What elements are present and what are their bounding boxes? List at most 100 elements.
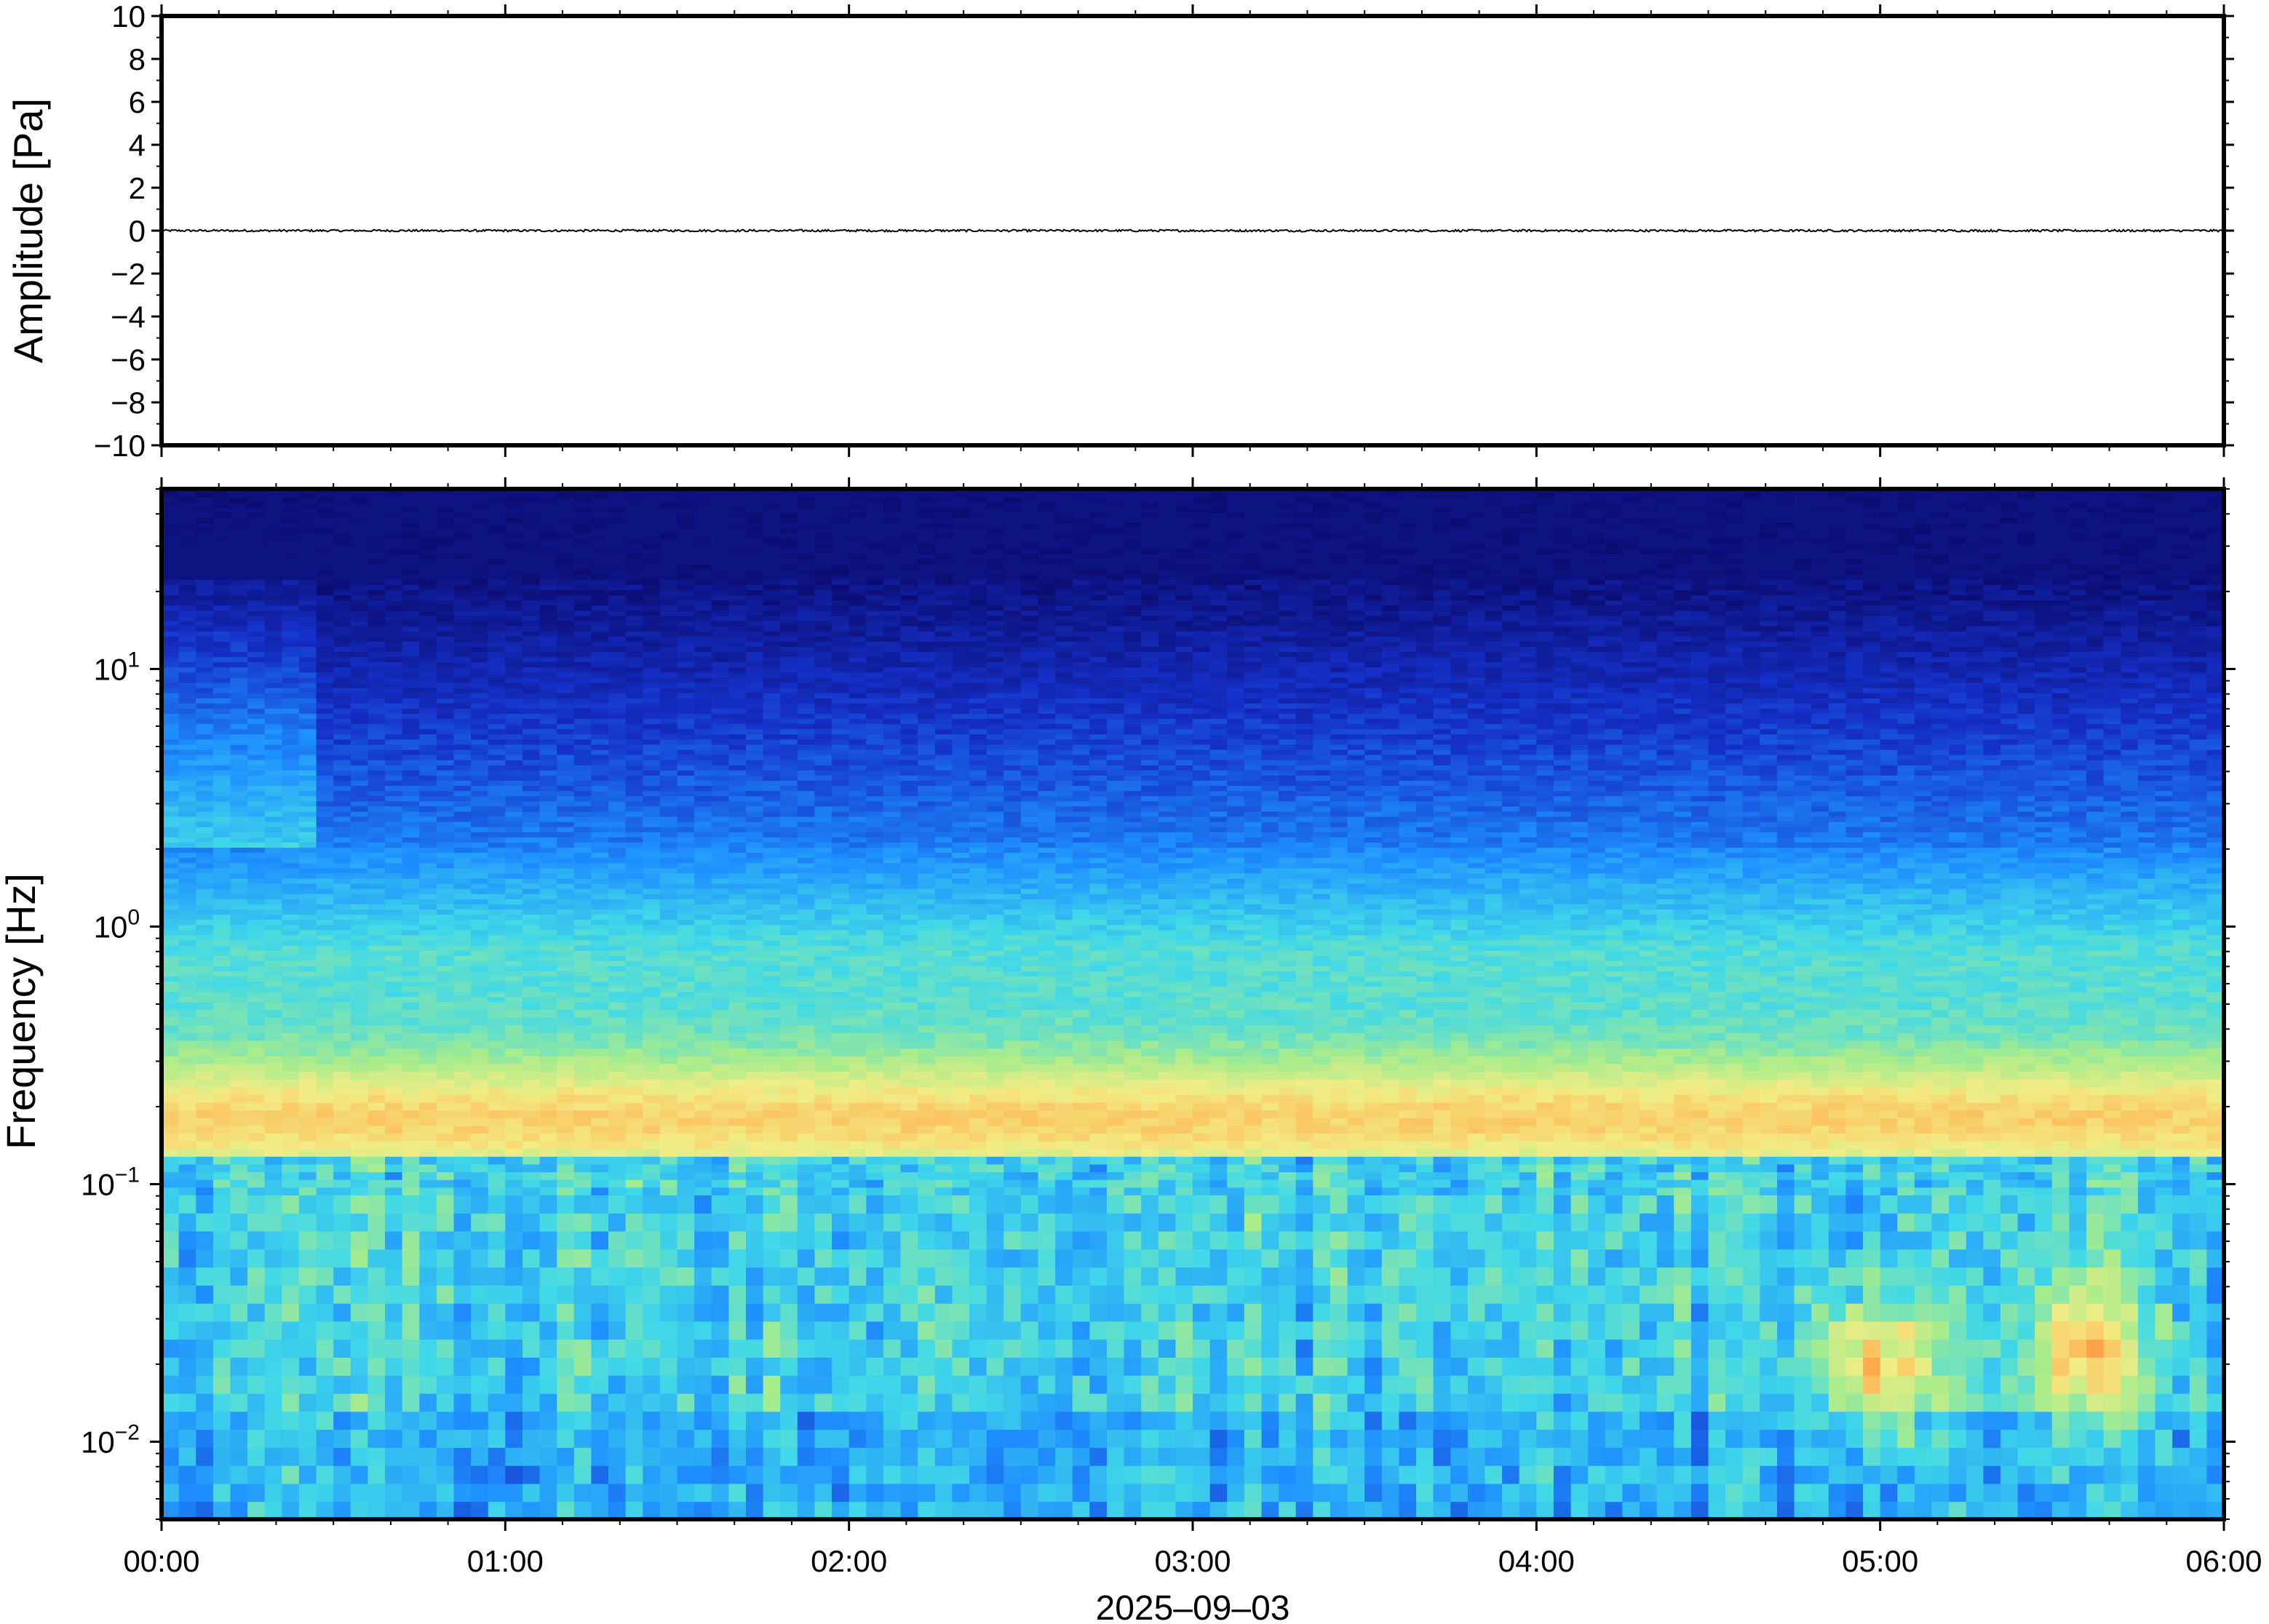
spectrogram-cell <box>712 600 730 605</box>
spectrogram-cell <box>488 616 506 621</box>
spectrogram-cell <box>505 821 523 827</box>
spectrogram-cell <box>367 867 386 873</box>
spectrogram-cell <box>660 1465 678 1484</box>
spectrogram-cell <box>265 760 283 765</box>
spectrogram-cell <box>247 1303 266 1322</box>
spectrogram-cell <box>333 945 351 951</box>
spectrogram-cell <box>540 507 558 513</box>
spectrogram-cell <box>299 626 317 632</box>
spectrogram-cell <box>351 502 369 508</box>
spectrogram-cell <box>488 1303 506 1322</box>
spectrogram-cell <box>351 559 369 565</box>
spectrogram-cell <box>557 1465 575 1484</box>
spectrogram-cell <box>367 805 386 811</box>
spectrogram-cell <box>385 914 403 920</box>
spectrogram-cell <box>591 708 609 714</box>
spectrogram-cell <box>626 1321 644 1340</box>
spectrogram-cell <box>626 816 644 822</box>
spectrogram-cell <box>677 991 696 997</box>
spectrogram-cell <box>419 1429 437 1448</box>
spectrogram-cell <box>608 832 627 837</box>
spectrogram-cell <box>643 770 661 776</box>
spectrogram-cell <box>196 693 214 698</box>
spectrogram-cell <box>196 934 214 940</box>
spectrogram-cell <box>333 631 351 637</box>
spectrogram-cell <box>351 1339 369 1358</box>
spectrogram-cell <box>282 646 300 652</box>
spectrogram-cell <box>231 631 249 637</box>
spectrogram-cell <box>282 919 300 925</box>
spectrogram-cell <box>282 811 300 817</box>
spectrogram-cell <box>694 749 712 755</box>
spectrogram-cell <box>196 857 214 863</box>
spectrogram-cell <box>247 775 266 781</box>
spectrogram-cell <box>712 574 730 580</box>
spectrogram-cell <box>299 718 317 724</box>
spectrogram-cell <box>643 800 661 806</box>
spectrogram-cell <box>351 656 369 662</box>
spectrogram-cell <box>660 656 678 662</box>
spectrogram-cell <box>231 605 249 610</box>
spectrogram-cell <box>540 739 558 744</box>
spectrogram-cell <box>643 1094 661 1103</box>
spectrogram-cell <box>333 755 351 760</box>
spectrogram-cell <box>454 708 472 714</box>
spectrogram-cell <box>299 636 317 642</box>
spectrogram-cell <box>591 852 609 858</box>
spectrogram-cell <box>505 1040 523 1049</box>
spectrogram-cell <box>522 940 541 946</box>
spectrogram-cell <box>471 1002 489 1011</box>
spectrogram-cell <box>488 497 506 503</box>
spectrogram-cell <box>385 755 403 760</box>
spectrogram-cell <box>299 594 317 600</box>
spectrogram-cell <box>213 1040 231 1049</box>
spectrogram-cell <box>419 760 437 765</box>
spectrogram-cell <box>454 1375 472 1394</box>
spectrogram-cell <box>540 656 558 662</box>
spectrogram-cell <box>677 1024 696 1033</box>
spectrogram-cell <box>694 1164 712 1173</box>
spectrogram-cell <box>626 713 644 719</box>
spectrogram-cell <box>196 765 214 771</box>
spectrogram-cell <box>437 1002 455 1011</box>
spectrogram-cell <box>333 517 351 523</box>
spectrogram-cell <box>351 1483 369 1502</box>
spectrogram-cell <box>317 955 335 961</box>
spectrogram-cell <box>265 713 283 719</box>
spectrogram-heatmap <box>162 487 2225 1521</box>
spectrogram-cell <box>196 641 214 647</box>
spectrogram-cell <box>317 626 335 632</box>
spectrogram-cell <box>505 1195 523 1214</box>
spectrogram-cell <box>591 584 609 590</box>
spectrogram-cell <box>247 971 266 976</box>
spectrogram-cell <box>265 785 283 791</box>
spectrogram-cell <box>626 1303 644 1322</box>
spectrogram-cell <box>419 837 437 843</box>
spectrogram-cell <box>677 940 696 946</box>
spectrogram-cell <box>505 528 523 533</box>
spectrogram-cell <box>367 816 386 822</box>
spectrogram-cell <box>213 1079 231 1088</box>
spectrogram-cell <box>522 1141 541 1150</box>
spectrogram-cell <box>231 579 249 585</box>
spectrogram-cell <box>367 605 386 610</box>
spectrogram-cell <box>351 991 369 997</box>
spectrogram-cell <box>608 1040 627 1049</box>
spectrogram-cell <box>643 950 661 956</box>
spectrogram-cell <box>333 1156 351 1165</box>
spectrogram-cell <box>728 718 747 724</box>
spectrogram-cell <box>454 1213 472 1232</box>
spectrogram-cell <box>437 1110 455 1118</box>
spectrogram-cell <box>677 1447 696 1466</box>
spectrogram-cell <box>213 1118 231 1126</box>
spectrogram-cell <box>643 708 661 714</box>
spectrogram-cell <box>522 1187 541 1195</box>
spectrogram-cell <box>351 1429 369 1448</box>
spectrogram-cell <box>419 708 437 714</box>
spectrogram-cell <box>454 904 472 909</box>
spectrogram-cell <box>231 1171 249 1180</box>
spectrogram-cell <box>643 966 661 971</box>
spectrogram-cell <box>471 600 489 605</box>
spectrogram-cell <box>522 821 541 827</box>
spectrogram-cell <box>728 971 747 976</box>
